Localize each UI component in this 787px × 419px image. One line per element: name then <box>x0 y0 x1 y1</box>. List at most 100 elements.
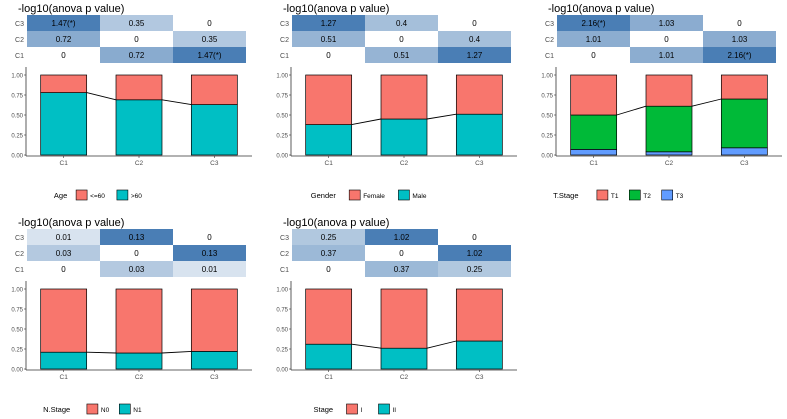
legend-label: >60 <box>131 193 142 200</box>
legend-title: Age <box>54 191 67 200</box>
heatmap-cell-label: 0.4 <box>396 19 408 28</box>
heatmap-cell-label: 0.4 <box>469 35 481 44</box>
heatmap-cell <box>557 31 630 47</box>
connector-line <box>691 98 722 107</box>
heatmap-row-label: C1 <box>280 53 289 60</box>
bar-segment-t1 <box>720 74 768 100</box>
x-tick-label: C1 <box>325 160 334 167</box>
heatmap-cell-label: 1.47(*) <box>51 19 75 28</box>
y-tick-label: 0.25 <box>276 348 288 354</box>
legend-swatch <box>348 189 361 201</box>
y-tick-label: 0.50 <box>541 114 553 120</box>
heatmap-cell-label: 1.03 <box>659 19 675 28</box>
bar-segment--60 <box>40 74 88 93</box>
x-tick-label: C1 <box>60 374 69 381</box>
x-tick-label: C2 <box>135 160 144 167</box>
heatmap-cell-label: 0.72 <box>56 35 72 44</box>
heatmap-cell-label: 0.01 <box>56 233 72 242</box>
heatmap-cell <box>173 15 246 31</box>
y-tick-label: 0.25 <box>11 134 23 140</box>
heatmap-row-label: C2 <box>280 251 289 258</box>
heatmap-cell <box>100 15 173 31</box>
heatmap-cell <box>100 229 173 245</box>
bar-segment-female <box>305 74 353 125</box>
x-tick-label: C3 <box>475 160 484 167</box>
heatmap-cell-label: 0.72 <box>129 51 145 60</box>
heatmap-cell <box>557 47 630 63</box>
legend-swatch <box>116 189 129 201</box>
heatmap-cell <box>703 47 776 63</box>
heatmap-row-label: C1 <box>15 267 24 274</box>
panel-title: -log10(anova p value) <box>18 3 124 15</box>
y-tick-label: 0.25 <box>541 134 553 140</box>
heatmap-cell <box>173 261 246 277</box>
heatmap-cell-label: 0 <box>399 249 404 258</box>
panel-title: -log10(anova p value) <box>283 3 389 15</box>
bar-segment--60 <box>190 74 238 105</box>
bar-segment-n0 <box>40 288 88 353</box>
heatmap-cell <box>292 31 365 47</box>
heatmap-cell-label: 0 <box>591 51 596 60</box>
legend-label: I <box>361 407 363 414</box>
heatmap-row-label: C2 <box>545 37 554 44</box>
x-tick-label: C2 <box>135 374 144 381</box>
legend-swatch <box>75 189 88 201</box>
bar-segment-female <box>455 74 503 115</box>
legend-title: N.Stage <box>43 405 70 414</box>
x-tick-label: C3 <box>210 160 219 167</box>
bar-segment-t2 <box>720 98 768 149</box>
heatmap-cell-label: 0.35 <box>129 19 145 28</box>
heatmap-cell <box>438 229 511 245</box>
y-tick-label: 0.75 <box>276 94 288 100</box>
heatmap-cell-label: 0.01 <box>202 265 218 274</box>
bar-segment-ii <box>380 347 428 370</box>
x-tick-label: C2 <box>400 160 409 167</box>
heatmap-cell <box>292 229 365 245</box>
heatmap-cell-label: 0 <box>61 265 66 274</box>
heatmap-cell-label: 0 <box>399 35 404 44</box>
heatmap-cell-label: 0 <box>326 51 331 60</box>
bar-segment-t1 <box>570 74 618 116</box>
bar-segment-t3 <box>720 147 768 156</box>
bar-segment-i <box>380 288 428 349</box>
heatmap-cell-label: 0 <box>61 51 66 60</box>
legend-label: T1 <box>611 193 619 200</box>
heatmap-cell-label: 0.13 <box>129 233 145 242</box>
bar-segment--60 <box>115 74 163 101</box>
heatmap-cell-label: 0.03 <box>129 265 145 274</box>
bar-segment-t3 <box>570 149 618 156</box>
heatmap-cell <box>365 229 438 245</box>
legend-swatch <box>398 189 410 201</box>
heatmap-cell <box>100 31 173 47</box>
heatmap-row-label: C3 <box>280 21 289 28</box>
y-tick-label: 0.75 <box>541 94 553 100</box>
x-tick-label: C3 <box>740 160 749 167</box>
heatmap-cell-label: 0 <box>326 265 331 274</box>
y-tick-label: 0.00 <box>541 154 553 160</box>
panel-gender: -log10(anova p value) C3 1.27 0.4 0 C2 0.51 0 0.… <box>276 3 517 201</box>
bar-segment-t1 <box>645 74 693 107</box>
bar-segment-n1 <box>115 352 163 370</box>
heatmap-cell <box>365 31 438 47</box>
heatmap-cell-label: 1.27 <box>321 19 337 28</box>
heatmap-cell <box>703 31 776 47</box>
heatmap-cell <box>27 261 100 277</box>
bar-segment-n1 <box>190 351 238 370</box>
legend-label: <=60 <box>90 193 105 200</box>
bar-segment--60 <box>115 99 163 156</box>
legend-swatch <box>119 403 131 415</box>
x-tick-label: C2 <box>665 160 674 167</box>
heatmap-cell-label: 0 <box>737 19 742 28</box>
heatmap-cell <box>438 245 511 261</box>
bar-segment--60 <box>40 92 88 156</box>
bar-segment-n0 <box>190 288 238 352</box>
x-tick-label: C1 <box>325 374 334 381</box>
bar-segment-male <box>455 113 503 156</box>
heatmap-cell-label: 0.51 <box>394 51 410 60</box>
heatmap-cell-label: 0.37 <box>321 249 337 258</box>
x-tick-label: C3 <box>210 374 219 381</box>
heatmap-cell <box>100 245 173 261</box>
connector-line <box>616 105 647 116</box>
panel-title: -log10(anova p value) <box>548 3 654 15</box>
heatmap-row-label: C2 <box>15 251 24 258</box>
